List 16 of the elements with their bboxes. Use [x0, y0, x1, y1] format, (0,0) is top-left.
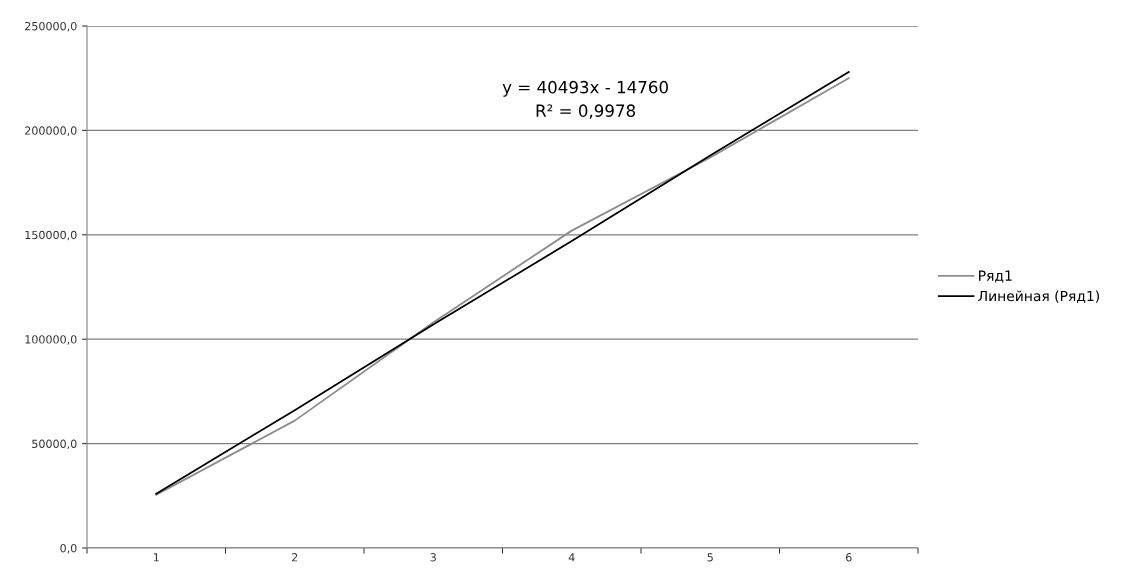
y-tick-label: 0,0 [60, 543, 77, 554]
x-tick-label: 4 [568, 553, 575, 562]
y-tick-label: 50000,0 [32, 439, 77, 450]
legend-label: Ряд1 [979, 270, 1012, 283]
legend-label: Линейная (Ряд1) [978, 290, 1099, 303]
x-tick-label: 2 [292, 553, 298, 562]
y-tick-label: 100000,0 [25, 335, 77, 345]
x-tick-label: 3 [430, 553, 436, 562]
annotation: R² = 0,9978 [536, 104, 636, 119]
y-tick-label: 250000,0 [25, 21, 77, 32]
y-tick-label: 200000,0 [25, 126, 77, 136]
x-tick-label: 5 [707, 553, 713, 562]
y-tick-label: 150000,0 [25, 230, 77, 241]
x-tick-label: 1 [153, 553, 159, 562]
annotation: y = 40493x - 14760 [502, 80, 668, 97]
x-tick-label: 6 [845, 553, 852, 562]
